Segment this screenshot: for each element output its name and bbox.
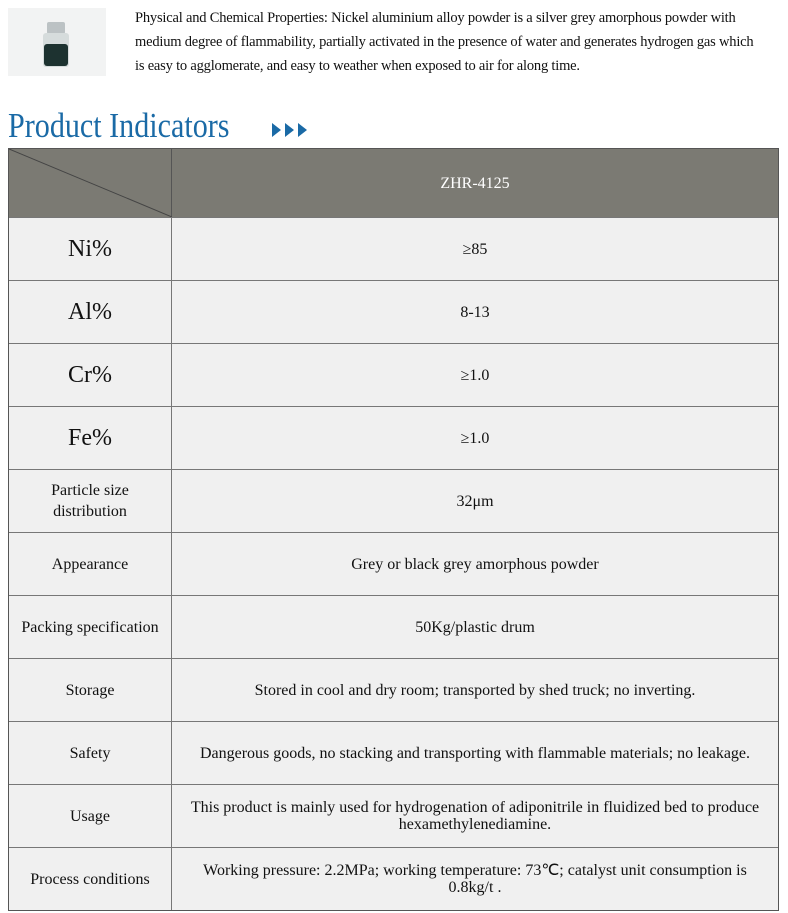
row-value: ≥1.0: [460, 366, 490, 384]
spec-table: ZHR-4125 Ni% ≥85 Al% 8-13 Cr% ≥1.0 Fe% ≥1.0 Part…: [8, 148, 779, 911]
row-value: Stored in cool and dry room; transported…: [254, 681, 696, 699]
row-label: Safety: [9, 722, 172, 784]
row-label: Packing specification: [9, 596, 172, 658]
row-value: 50Kg/plastic drum: [415, 618, 535, 636]
table-row: Packing specification 50Kg/plastic drum: [9, 595, 778, 658]
table-row: Usage This product is mainly used for hyd…: [9, 784, 778, 847]
table-row: Appearance Grey or black grey amorphous p…: [9, 532, 778, 595]
intro-text: Physical and Chemical Properties: Nickel…: [135, 10, 754, 74]
header-cell: ZHR-4125: [440, 174, 510, 192]
table-row: Particle size distribution 32μm: [9, 469, 778, 532]
diagonal: [9, 149, 172, 217]
row-label: Appearance: [9, 533, 172, 595]
row-value: Working pressure: 2.2MPa; working temper…: [203, 862, 747, 896]
table-row: Ni% ≥85: [9, 217, 778, 280]
row-label: Fe%: [9, 407, 172, 469]
row-value: Dangerous goods, no stacking and transpo…: [199, 744, 751, 762]
table-row: Process conditions Working pressure: 2.2M…: [9, 847, 778, 910]
row-value: 32μm: [456, 492, 494, 510]
row-label: Usage: [9, 785, 172, 847]
row-value: 8-13: [460, 303, 490, 321]
table-row: Storage Stored in cool and dry room; tran…: [9, 658, 778, 721]
row-label: Storage: [9, 659, 172, 721]
row-value: Grey or black grey amorphous powder: [351, 555, 599, 573]
title-arrows: [272, 123, 307, 137]
table-row: Safety Dangerous goods, no stacking and t…: [9, 721, 778, 784]
row-value: ≥85: [462, 240, 488, 258]
product-image: [8, 8, 106, 76]
table-row: Cr% ≥1.0: [9, 343, 778, 406]
row-value: This product is mainly used for hydrogen…: [190, 799, 760, 833]
row-label: Ni%: [9, 218, 172, 280]
row-label: Cr%: [9, 344, 172, 406]
row-label: Particle size distribution: [9, 470, 172, 532]
row-value: ≥1.0: [460, 429, 490, 447]
table-row: Al% 8-13: [9, 280, 778, 343]
table-row: Fe% ≥1.0: [9, 406, 778, 469]
section-title: Product Indicators: [8, 106, 230, 145]
corner-cell: [9, 149, 172, 217]
row-label: Process conditions: [9, 848, 172, 910]
header-row: ZHR-4125: [9, 149, 778, 217]
row-label: Al%: [9, 281, 172, 343]
